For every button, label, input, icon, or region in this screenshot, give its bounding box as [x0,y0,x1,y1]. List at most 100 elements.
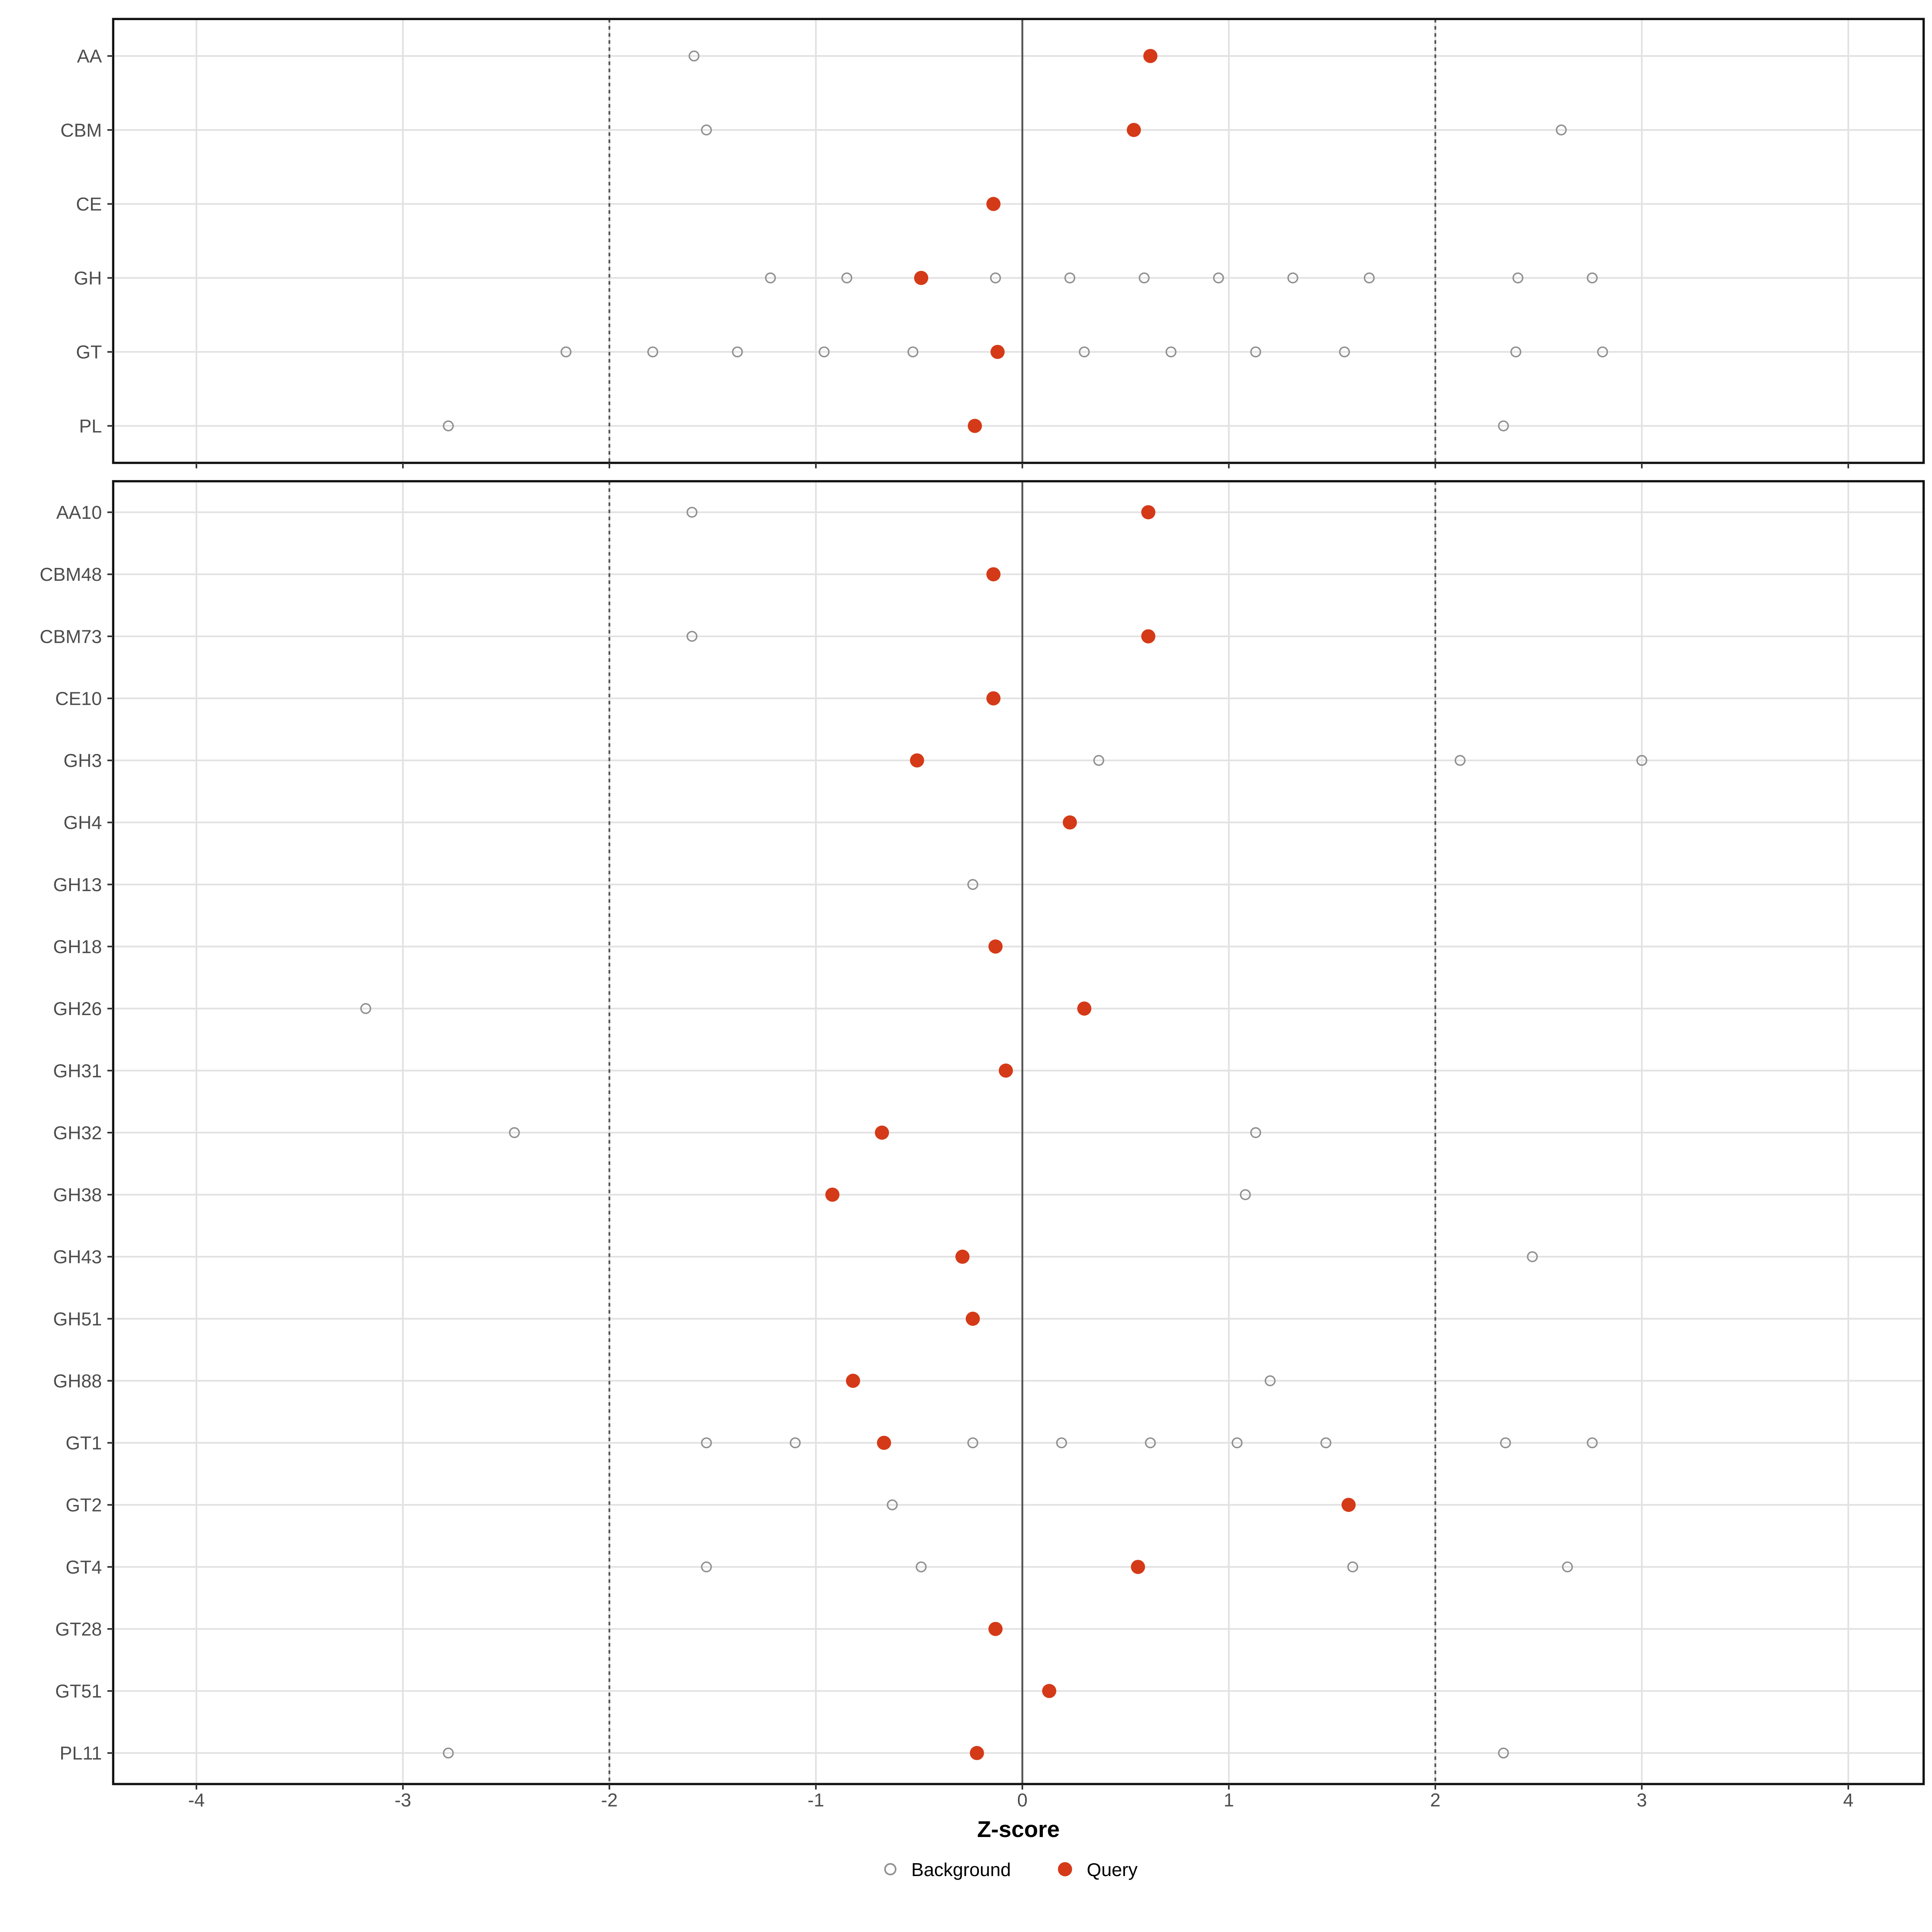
background-point [1139,272,1150,284]
query-point [1143,49,1158,63]
y-axis-label: GH43 [53,1247,102,1267]
y-axis-label: GT [76,342,102,363]
background-point [701,1437,712,1449]
background-point [1287,272,1298,284]
legend-query-marker-icon [1058,1862,1072,1876]
y-axis-label: GT2 [66,1494,102,1515]
query-point [968,419,982,433]
background-point [990,272,1001,284]
y-axis-label: GH51 [53,1309,102,1329]
background-point [443,420,454,431]
query-point [846,1373,860,1388]
query-point [1077,1001,1092,1016]
background-point [1347,1561,1358,1573]
background-point [1587,1437,1598,1449]
x-tick-label: -1 [807,1790,824,1810]
background-point [1056,1437,1067,1449]
background-point [1145,1437,1156,1449]
background-point [1213,272,1224,284]
background-point [1527,1251,1538,1262]
query-point [986,197,1001,211]
query-point [986,567,1001,582]
x-tick-label: 3 [1637,1790,1647,1810]
background-point [1498,420,1509,431]
x-tick-label: 1 [1224,1790,1234,1810]
background-point [1339,346,1350,357]
background-point [647,346,658,357]
panel-cazyme-families: AA10 CBM48 CBM73 CE10 GH3 GH4 GH13 GH18 GH26 GH31… [39,480,1925,1790]
y-axis-label: GH31 [53,1060,102,1081]
y-axis-label: GT51 [55,1681,102,1702]
background-point [1079,346,1090,357]
y-axis-label: AA10 [56,502,102,523]
query-point [877,1436,891,1450]
legend: Background Query [884,1859,1138,1880]
background-point [1265,1375,1276,1387]
background-point [1587,272,1598,284]
background-point [1562,1561,1573,1573]
query-point [1131,1560,1145,1574]
y-axis-label: GT28 [55,1618,102,1639]
background-point [1320,1437,1331,1449]
y-axis-label: GH13 [53,874,102,895]
x-tick-label: -3 [394,1790,411,1810]
background-point [907,346,919,357]
y-axis-label: GH4 [64,812,102,833]
background-point [1636,755,1647,766]
query-point [1127,123,1141,137]
background-point [1093,755,1104,766]
background-point [887,1499,898,1511]
x-tick-label: -2 [601,1790,617,1810]
query-point [955,1249,970,1264]
panel-cazyme-classes: AA CBM CE GH GT PL [60,18,1925,469]
y-axis-label: PL [79,416,102,437]
query-point [910,753,924,768]
background-point [1498,1747,1509,1759]
background-point [1364,272,1375,284]
x-tick-label: 4 [1843,1790,1854,1810]
query-point [999,1063,1013,1078]
y-axis-label: GH [74,268,102,289]
x-tick-label: 2 [1430,1790,1441,1810]
background-point [686,631,698,642]
y-axis-label: GH32 [53,1122,102,1143]
background-point [509,1127,520,1138]
background-point [1556,124,1567,136]
background-point [1250,346,1261,357]
y-axis-label: GT4 [66,1556,102,1577]
background-point [818,346,830,357]
background-point [443,1747,454,1759]
y-axis-label: GH26 [53,998,102,1019]
background-point [732,346,743,357]
background-point [701,124,712,136]
y-axis-label: GH38 [53,1185,102,1205]
background-point [1250,1127,1261,1138]
background-point [1454,755,1466,766]
x-tick-label: 0 [1017,1790,1028,1810]
panel-border [112,18,1925,464]
background-point [765,272,776,284]
query-point [1141,629,1156,644]
y-axis-label: CBM [60,120,102,140]
x-tick-label: -4 [188,1790,204,1810]
query-point [1042,1684,1057,1698]
query-point [970,1746,984,1760]
background-point [560,346,572,357]
query-point [1141,505,1156,520]
background-point [1240,1189,1251,1200]
query-point [986,691,1001,706]
y-axis-label: CBM73 [39,626,102,647]
query-point [990,345,1005,359]
y-axis-label: GH3 [64,750,102,771]
y-axis-label: GH88 [53,1371,102,1391]
background-point [1500,1437,1511,1449]
background-point [1231,1437,1243,1449]
background-point [1510,346,1521,357]
query-point [875,1125,889,1140]
y-axis-label: GT1 [66,1432,102,1453]
query-point [1063,815,1077,830]
legend-background-marker-icon [884,1863,897,1876]
